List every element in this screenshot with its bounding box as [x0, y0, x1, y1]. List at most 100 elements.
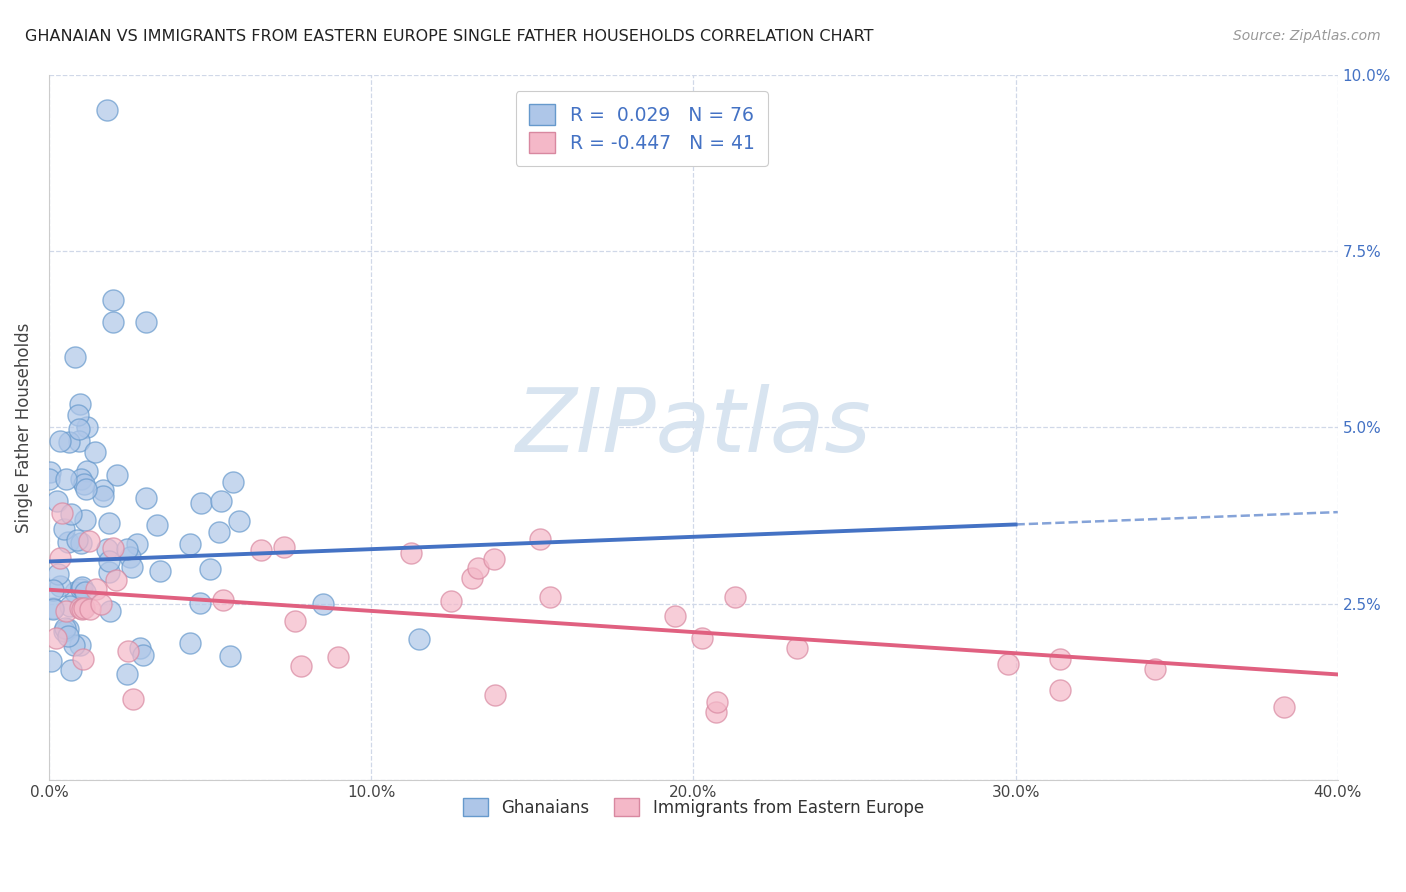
Point [97, 554, 120, 568]
Point [63, 638, 86, 652]
Point [290, 659, 312, 673]
Point [79, 601, 101, 615]
Point [529, 532, 551, 546]
Point [59, 599, 82, 613]
Point [52, 624, 75, 639]
Point [212, 592, 235, 607]
Point [664, 609, 686, 624]
Point [273, 541, 295, 555]
Point [401, 546, 423, 560]
Point [219, 648, 242, 663]
Point [69, 638, 91, 652]
Point [67, 434, 90, 448]
Point [69, 397, 91, 411]
Point [135, 491, 157, 505]
Point [53, 522, 76, 536]
Legend: Ghanaians, Immigrants from Eastern Europe: Ghanaians, Immigrants from Eastern Europ… [454, 789, 932, 825]
Point [70, 472, 93, 486]
Point [67, 421, 90, 435]
Point [56, 622, 79, 636]
Point [60, 508, 83, 522]
Point [66, 408, 89, 422]
Text: GHANAIAN VS IMMIGRANTS FROM EASTERN EUROPE SINGLE FATHER HOUSEHOLDS CORRELATION : GHANAIAN VS IMMIGRANTS FROM EASTERN EURO… [25, 29, 873, 44]
Point [704, 705, 727, 719]
Point [69, 600, 91, 615]
Point [58, 435, 80, 450]
Point [75, 585, 97, 599]
Point [284, 614, 307, 628]
Point [135, 314, 157, 328]
Point [997, 657, 1019, 672]
Point [63, 350, 86, 364]
Point [96, 103, 118, 117]
Point [70, 582, 93, 596]
Point [188, 596, 211, 610]
Point [76, 464, 98, 478]
Point [103, 293, 125, 308]
Point [41, 601, 63, 615]
Point [1143, 662, 1166, 676]
Point [73, 477, 96, 491]
Y-axis label: Single Father Households: Single Father Households [15, 322, 32, 533]
Point [690, 631, 713, 645]
Point [312, 597, 335, 611]
Point [51, 506, 73, 520]
Text: Source: ZipAtlas.com: Source: ZipAtlas.com [1233, 29, 1381, 43]
Point [103, 541, 125, 556]
Point [208, 525, 231, 540]
Point [1049, 682, 1071, 697]
Point [63, 584, 86, 599]
Point [70, 580, 93, 594]
Point [46, 567, 69, 582]
Point [91, 489, 114, 503]
Point [72, 652, 94, 666]
Point [39, 465, 62, 479]
Text: ZIPatlas: ZIPatlas [516, 384, 872, 470]
Point [59, 663, 82, 677]
Point [228, 514, 250, 528]
Point [38, 472, 60, 486]
Point [484, 552, 506, 566]
Point [84, 444, 107, 458]
Point [1272, 700, 1295, 714]
Point [484, 688, 506, 702]
Point [97, 565, 120, 579]
Point [73, 601, 96, 615]
Point [122, 691, 145, 706]
Point [115, 541, 138, 556]
Point [98, 516, 121, 530]
Point [249, 543, 271, 558]
Point [55, 472, 77, 486]
Point [69, 536, 91, 550]
Point [41, 582, 63, 597]
Point [121, 560, 143, 574]
Point [49, 434, 72, 448]
Point [49, 550, 72, 565]
Point [198, 561, 221, 575]
Point [538, 590, 561, 604]
Point [118, 550, 141, 565]
Point [55, 604, 77, 618]
Point [145, 517, 167, 532]
Point [45, 632, 67, 646]
Point [408, 632, 430, 647]
Point [70, 602, 93, 616]
Point [56, 534, 79, 549]
Point [66, 533, 89, 547]
Point [39, 654, 62, 668]
Point [132, 648, 155, 663]
Point [179, 636, 201, 650]
Point [53, 621, 76, 635]
Point [326, 649, 349, 664]
Point [209, 494, 232, 508]
Point [724, 590, 747, 604]
Point [79, 533, 101, 548]
Point [440, 594, 463, 608]
Point [75, 482, 97, 496]
Point [117, 644, 139, 658]
Point [103, 314, 125, 328]
Point [129, 641, 152, 656]
Point [76, 420, 98, 434]
Point [149, 564, 172, 578]
Point [41, 601, 63, 615]
